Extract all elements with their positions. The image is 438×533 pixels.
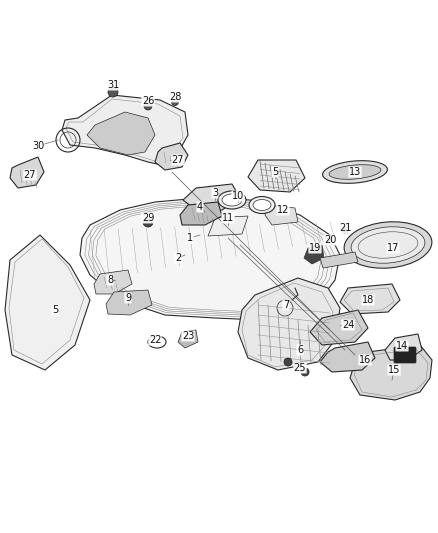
Polygon shape (320, 252, 358, 268)
Text: 23: 23 (182, 331, 194, 341)
Text: 3: 3 (212, 188, 218, 198)
Polygon shape (350, 345, 432, 400)
Polygon shape (310, 310, 368, 345)
Ellipse shape (218, 191, 246, 209)
Text: 8: 8 (107, 275, 113, 285)
Text: 15: 15 (388, 365, 400, 375)
Polygon shape (10, 157, 44, 188)
Polygon shape (106, 290, 152, 315)
Text: 12: 12 (277, 205, 289, 215)
Circle shape (301, 368, 309, 376)
Polygon shape (80, 198, 340, 320)
Text: 1: 1 (187, 233, 193, 243)
Polygon shape (5, 235, 90, 370)
Polygon shape (265, 205, 298, 225)
Text: 20: 20 (324, 235, 336, 245)
Text: 5: 5 (52, 305, 58, 315)
Text: 2: 2 (175, 253, 181, 263)
Polygon shape (94, 270, 132, 294)
Ellipse shape (249, 197, 275, 214)
FancyBboxPatch shape (394, 347, 416, 363)
Polygon shape (238, 278, 340, 370)
Text: 7: 7 (283, 300, 289, 310)
Ellipse shape (222, 194, 242, 206)
Text: 14: 14 (396, 341, 408, 351)
Polygon shape (180, 202, 222, 225)
Text: 27: 27 (172, 155, 184, 165)
Ellipse shape (253, 199, 271, 211)
Ellipse shape (344, 222, 432, 268)
Polygon shape (385, 334, 422, 360)
Circle shape (172, 99, 179, 106)
Polygon shape (248, 160, 305, 192)
Text: 13: 13 (349, 167, 361, 177)
Circle shape (342, 227, 348, 233)
Polygon shape (183, 184, 240, 210)
Text: 26: 26 (142, 96, 154, 106)
Text: 28: 28 (169, 92, 181, 102)
Text: 31: 31 (107, 80, 119, 90)
Circle shape (327, 237, 333, 243)
Text: 17: 17 (387, 243, 399, 253)
Text: 30: 30 (32, 141, 44, 151)
Text: 9: 9 (125, 293, 131, 303)
Polygon shape (340, 284, 400, 314)
Text: 29: 29 (142, 213, 154, 223)
Polygon shape (178, 330, 198, 348)
Polygon shape (304, 245, 324, 264)
Circle shape (108, 87, 118, 97)
Text: 4: 4 (197, 202, 203, 212)
Text: 25: 25 (294, 363, 306, 373)
Circle shape (284, 358, 292, 366)
Ellipse shape (358, 232, 418, 258)
Text: 10: 10 (232, 191, 244, 201)
Text: 18: 18 (362, 295, 374, 305)
Ellipse shape (329, 165, 381, 179)
Text: 27: 27 (24, 170, 36, 180)
Text: 21: 21 (339, 223, 351, 233)
Circle shape (144, 102, 152, 110)
Polygon shape (62, 95, 188, 165)
Text: 6: 6 (297, 345, 303, 355)
Text: 19: 19 (309, 243, 321, 253)
Polygon shape (208, 216, 248, 236)
Polygon shape (155, 143, 188, 170)
Text: 24: 24 (342, 320, 354, 330)
Polygon shape (320, 342, 375, 372)
Text: 11: 11 (222, 213, 234, 223)
Text: 16: 16 (359, 355, 371, 365)
Circle shape (143, 217, 153, 227)
Ellipse shape (351, 227, 425, 263)
Ellipse shape (323, 160, 387, 183)
Text: 5: 5 (272, 167, 278, 177)
Polygon shape (87, 112, 155, 155)
Text: 22: 22 (149, 335, 161, 345)
